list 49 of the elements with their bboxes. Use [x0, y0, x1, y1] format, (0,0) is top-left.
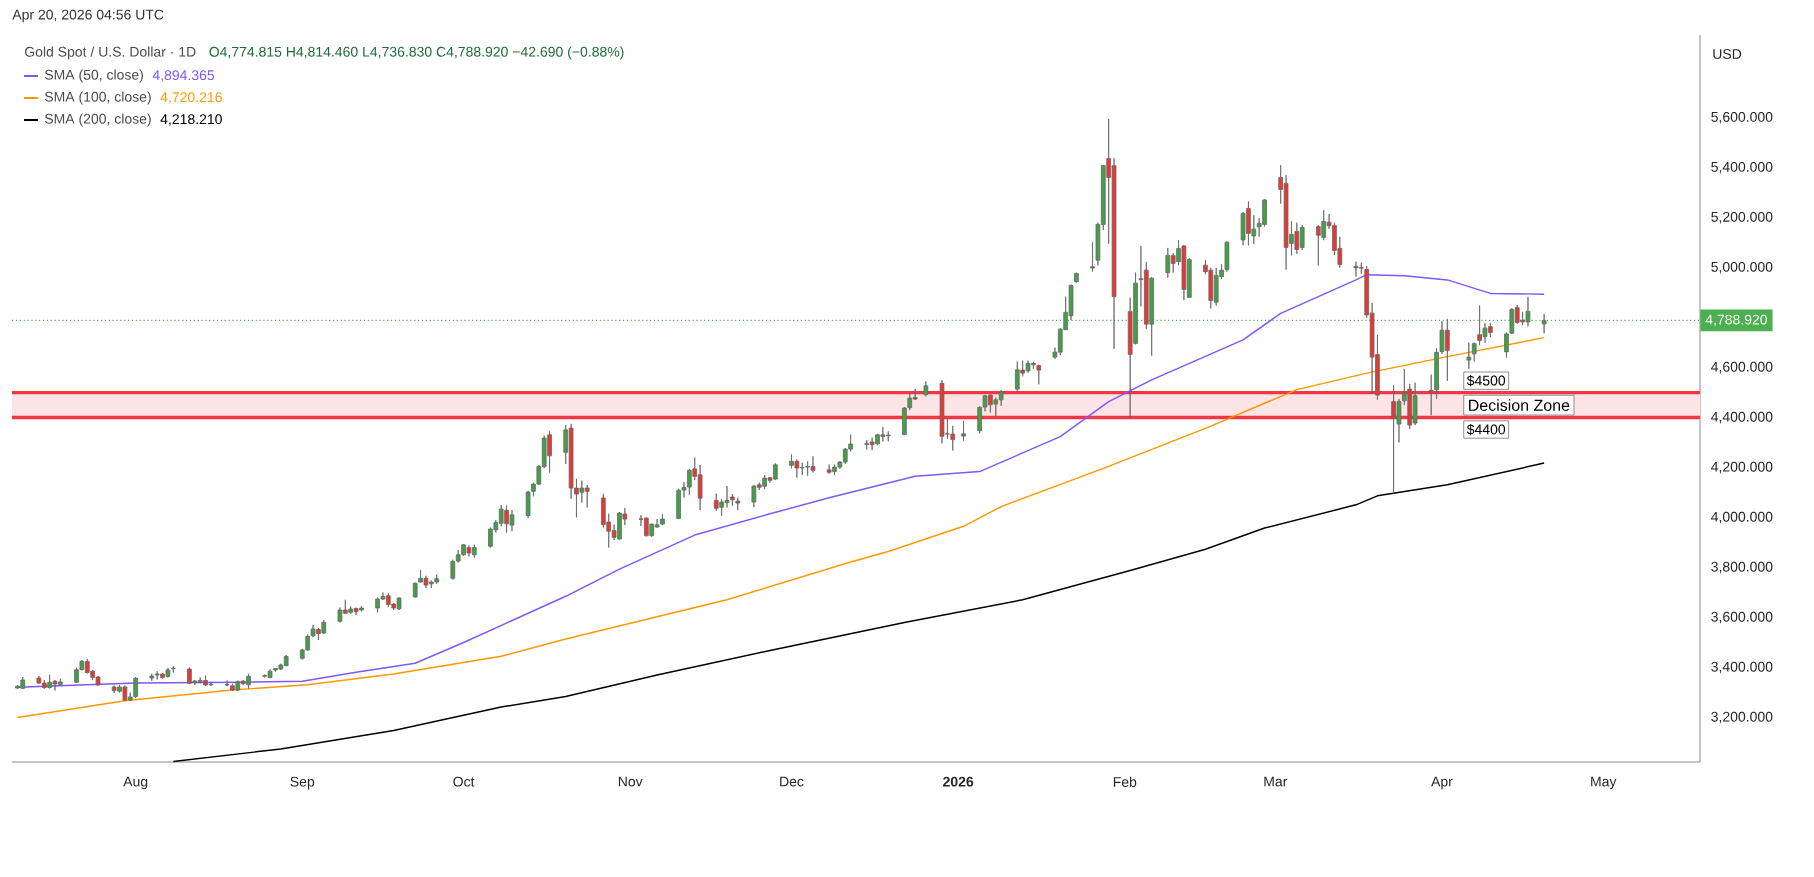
annotation: 4,218.210: [160, 114, 222, 126]
candlestick: [1074, 272, 1079, 284]
y-tick-label: 5,600.000: [1711, 111, 1773, 124]
y-tick-label: 5,000.000: [1711, 261, 1773, 274]
candlestick: [1224, 241, 1230, 273]
text: Apr 20, 2026 04:56 UTC: [12, 9, 164, 23]
x-tick-label: Dec: [780, 776, 804, 787]
y-tick-label: 5,400.000: [1711, 161, 1773, 174]
candlestick: [735, 497, 741, 511]
y-tick-label: 4,000.000: [1711, 511, 1773, 524]
ref-line-label: $4500: [1466, 375, 1506, 387]
y-tick-label: 3,400.000: [1711, 661, 1773, 674]
y-axis-title: USD: [1713, 49, 1742, 59]
x-tick-label: Mar: [1264, 776, 1288, 787]
y-tick-label: 3,600.000: [1711, 611, 1773, 624]
line-series: [172, 462, 1545, 763]
annotation: 4,720.216: [160, 92, 222, 104]
x-tick-label: Apr: [1431, 776, 1453, 790]
y-tick-label: 3,800.000: [1711, 561, 1773, 574]
x-tick-label: Sep: [290, 776, 315, 790]
candlestick: [1541, 313, 1547, 334]
candlestick: [1466, 342, 1472, 370]
x-tick-label: Feb: [1113, 776, 1137, 787]
candlestick: [412, 582, 418, 598]
y-tick-label: 3,200.000: [1711, 711, 1773, 724]
candlestick: [1471, 342, 1477, 362]
band-label: Decision Zone: [1469, 399, 1570, 411]
annotation: 4,894.365: [152, 70, 215, 82]
legend-label: SMA (50, close): [44, 69, 143, 83]
text: Gold Spot / U.S. Dollar · 1D: [24, 46, 196, 60]
candlestick: [730, 493, 735, 506]
x-tick-label: May: [1591, 776, 1617, 790]
x-tick-label: Oct: [453, 776, 475, 787]
legend-label: SMA (200, close): [44, 113, 151, 127]
y-tick-label: 4,600.000: [1711, 361, 1773, 374]
candlestick: [170, 665, 176, 673]
x-tick-label: Aug: [123, 776, 148, 790]
x-tick-label: Nov: [618, 776, 643, 787]
text: O4,774.815 H4,814.460 L4,736.830 C4,788.920 −42.690 (−0.88%): [209, 46, 624, 60]
y-tick-label: 4,400.000: [1711, 411, 1773, 424]
candlestick: [923, 380, 929, 397]
y-tick-label: 5,200.000: [1711, 211, 1773, 224]
ref-line-label: $4400: [1466, 423, 1506, 436]
candlestick: [961, 420, 966, 441]
x-tick-label: 2026: [943, 776, 974, 787]
y-tick-label: 4,200.000: [1711, 461, 1773, 474]
ref-line-label: 4,788.920: [1705, 314, 1767, 327]
legend-label: SMA (100, close): [44, 91, 151, 105]
candlestick: [1090, 241, 1095, 272]
